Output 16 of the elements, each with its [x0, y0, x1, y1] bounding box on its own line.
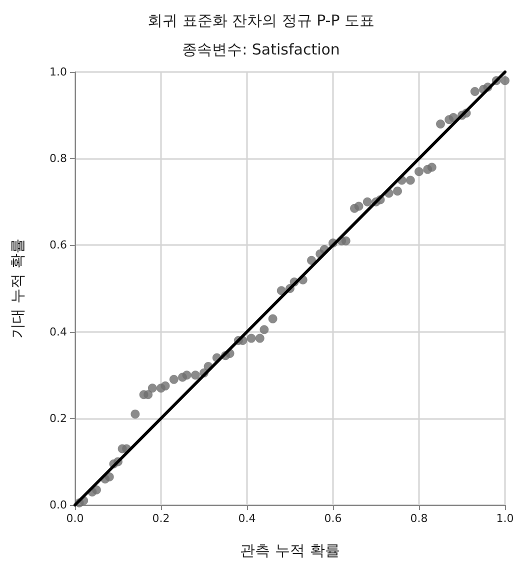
x-tick-label: 0.0 — [66, 512, 84, 525]
chart-subtitle: 종속변수: Satisfaction — [182, 40, 340, 58]
x-axis-title: 관측 누적 확률 — [240, 542, 340, 560]
y-tick-label: 0.4 — [50, 325, 67, 338]
y-tick-label: 1.0 — [50, 66, 67, 78]
x-tick-label: 0.8 — [410, 512, 428, 525]
y-tick-label: 0.6 — [50, 238, 67, 252]
y-tick-label: 0.2 — [50, 412, 67, 425]
y-axis-title: 기대 누적 확률 — [8, 238, 26, 338]
x-tick-label: 1.0 — [496, 512, 514, 525]
x-tick-label: 0.4 — [238, 512, 256, 525]
chart-title: 회귀 표준화 잔차의 정규 P-P 도표 — [147, 12, 375, 30]
y-tick-label: 0.8 — [50, 152, 67, 166]
x-tick-label: 0.6 — [324, 512, 342, 525]
x-tick-label: 0.2 — [152, 512, 170, 525]
y-tick-label: 0.0 — [50, 498, 67, 512]
